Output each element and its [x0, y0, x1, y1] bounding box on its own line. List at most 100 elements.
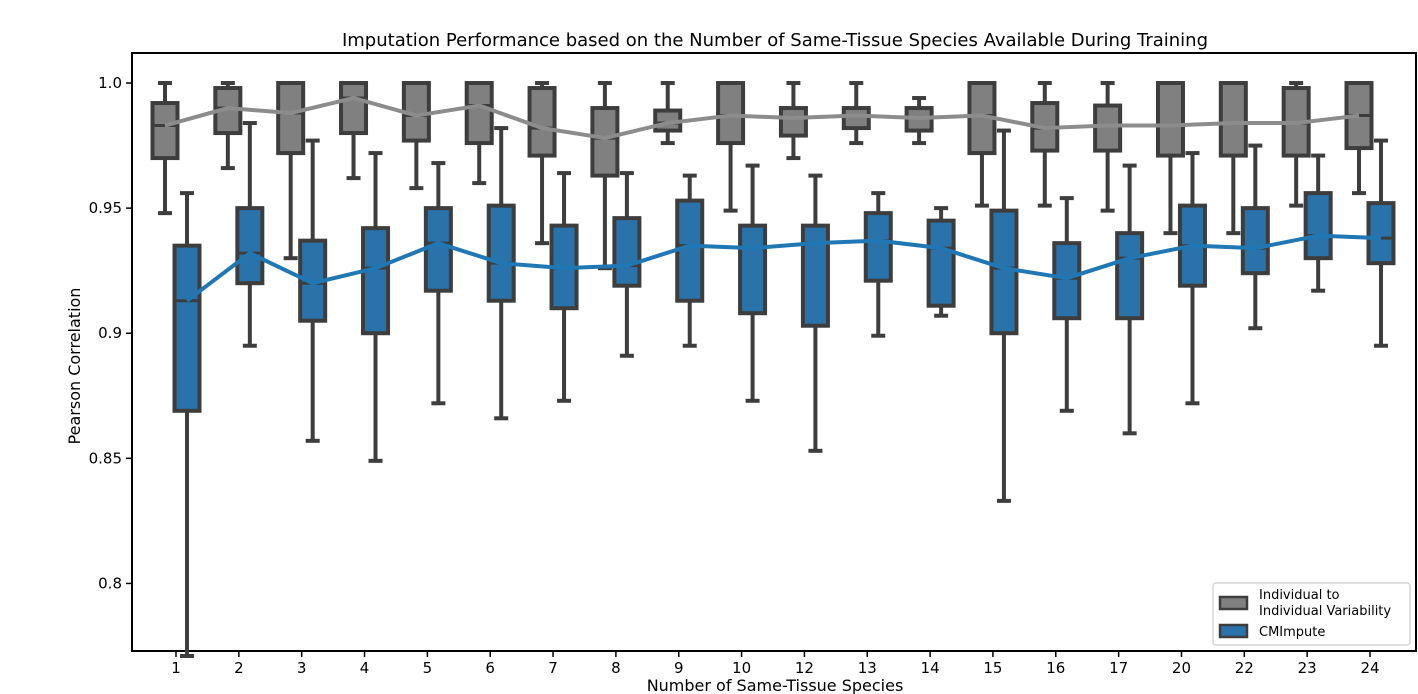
legend-swatch [1218, 595, 1249, 611]
box-9 [675, 173, 705, 348]
box-body [716, 81, 746, 146]
box-12 [800, 173, 830, 453]
box-body [1240, 206, 1270, 276]
box-13 [841, 81, 871, 146]
y-tick-label: 0.8 [98, 574, 122, 592]
box-6 [464, 81, 494, 186]
box-body [800, 223, 830, 328]
box-20 [1177, 151, 1207, 406]
x-tick-label: 16 [1046, 659, 1065, 677]
box-body [172, 243, 202, 413]
box-body [423, 206, 453, 293]
box-body [778, 106, 808, 138]
box-2 [235, 121, 265, 348]
box-3 [276, 81, 306, 261]
x-tick-label: 17 [1109, 659, 1128, 677]
x-tick-label: 12 [795, 659, 814, 677]
box-14 [926, 206, 956, 318]
x-tick-label: 7 [548, 659, 558, 677]
box-4 [339, 81, 369, 181]
box-20 [1155, 81, 1185, 236]
x-tick-label: 5 [423, 659, 433, 677]
x-tick-label: 22 [1235, 659, 1254, 677]
series-individual-variability [150, 81, 1374, 271]
box-1 [172, 191, 202, 659]
box-10 [738, 163, 768, 403]
x-tick-label: 6 [485, 659, 495, 677]
box-body [486, 203, 516, 303]
plot-area: 0.80.850.90.951.01 2 3 4 5 6 7 8 9 10 12 13 14 15 16 17… [89, 52, 1417, 677]
box-body [675, 198, 705, 303]
box-body [1052, 241, 1082, 321]
box-body [339, 81, 369, 136]
y-tick-label: 0.85 [89, 449, 122, 467]
median-line-individual-variability [164, 96, 1360, 141]
box-22 [1240, 143, 1270, 331]
y-tick-label: 0.9 [98, 324, 122, 342]
box-body [1155, 81, 1185, 158]
box-body [863, 211, 893, 283]
chart-title: Imputation Performance based on the Numb… [342, 30, 1208, 51]
box-body [926, 218, 956, 308]
y-tick-label: 0.95 [89, 199, 122, 217]
box-12 [778, 81, 808, 161]
x-tick-label: 8 [611, 659, 621, 677]
box-body [1093, 103, 1123, 153]
box-6 [486, 126, 516, 421]
box-body [464, 81, 494, 146]
box-17 [1093, 81, 1123, 213]
box-7 [527, 81, 557, 246]
x-tick-label: 23 [1298, 659, 1317, 677]
median-line-cmimpute [185, 233, 1382, 303]
box-9 [653, 81, 683, 146]
box-23 [1281, 81, 1311, 208]
legend-swatch [1218, 623, 1249, 639]
legend-label: Individual to [1259, 588, 1340, 603]
x-tick-label: 20 [1172, 659, 1191, 677]
box-body [1366, 201, 1396, 266]
box-3 [298, 138, 328, 443]
box-13 [863, 191, 893, 338]
box-body [235, 206, 265, 286]
box-body [989, 208, 1019, 336]
legend-label: CMImpute [1259, 625, 1325, 640]
box-23 [1303, 153, 1333, 293]
box-body [276, 81, 306, 156]
box-5 [401, 81, 431, 191]
box-24 [1344, 81, 1374, 196]
box-body [361, 226, 391, 336]
x-tick-label: 3 [297, 659, 307, 677]
x-tick-label: 1 [171, 659, 181, 677]
box-7 [549, 171, 579, 403]
box-15 [989, 128, 1019, 503]
box-body [1218, 81, 1248, 158]
x-axis-label: Number of Same-Tissue Species [647, 676, 904, 694]
x-tick-label: 10 [732, 659, 751, 677]
box-24 [1366, 138, 1396, 348]
box-16 [1030, 81, 1060, 208]
legend-frame [1212, 582, 1411, 646]
x-tick-label: 13 [858, 659, 877, 677]
box-5 [423, 161, 453, 406]
box-15 [967, 81, 997, 208]
x-tick-label: 24 [1360, 659, 1379, 677]
box-1 [150, 81, 180, 216]
box-body [1303, 191, 1333, 261]
y-axis-label: Pearson Correlation [65, 288, 84, 445]
x-tick-label: 9 [674, 659, 684, 677]
box-body [612, 216, 642, 288]
box-body [738, 223, 768, 316]
legend-label: Individual Variability [1259, 604, 1391, 619]
series-cmimpute [172, 121, 1396, 659]
box-8 [590, 81, 620, 271]
box-body [590, 106, 620, 178]
box-8 [612, 171, 642, 358]
box-17 [1115, 163, 1145, 436]
plot-frame [131, 52, 1417, 652]
legend-item-cmimpute: CMImpute [1218, 623, 1325, 640]
box-10 [716, 81, 746, 213]
box-body [841, 106, 871, 131]
